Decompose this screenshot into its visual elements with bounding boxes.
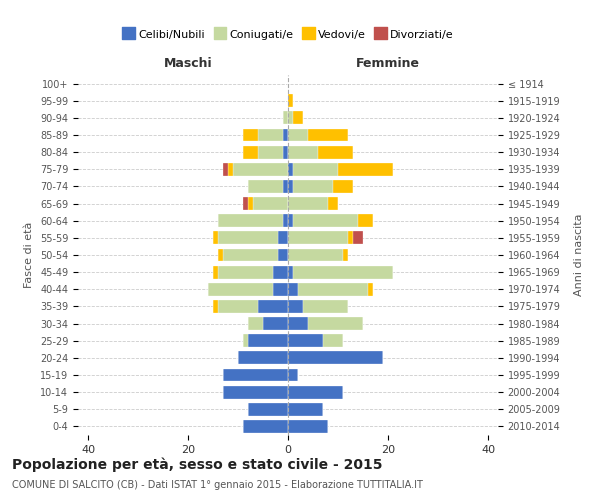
Bar (243, 128, 258, 141)
Bar (218, 232, 278, 244)
Bar (353, 232, 363, 244)
Bar (288, 386, 343, 398)
Bar (288, 197, 328, 210)
Bar (248, 317, 263, 330)
Bar (283, 128, 288, 141)
Bar (283, 146, 288, 158)
Bar (263, 317, 288, 330)
Bar (228, 163, 233, 175)
Bar (288, 266, 293, 278)
Bar (253, 197, 288, 210)
Bar (298, 283, 368, 296)
Bar (303, 300, 348, 313)
Y-axis label: Fasce di età: Fasce di età (25, 222, 34, 288)
Bar (288, 214, 293, 227)
Bar (288, 180, 293, 193)
Bar (288, 94, 293, 107)
Bar (248, 180, 283, 193)
Bar (288, 112, 293, 124)
Bar (278, 248, 288, 262)
Bar (293, 266, 393, 278)
Bar (288, 283, 298, 296)
Bar (258, 128, 283, 141)
Bar (308, 317, 363, 330)
Bar (283, 112, 288, 124)
Bar (293, 112, 303, 124)
Bar (223, 248, 278, 262)
Bar (278, 232, 288, 244)
Bar (293, 163, 338, 175)
Bar (318, 146, 353, 158)
Text: Femmine: Femmine (356, 57, 420, 70)
Bar (288, 317, 308, 330)
Bar (223, 386, 288, 398)
Bar (243, 146, 258, 158)
Bar (273, 283, 288, 296)
Bar (213, 232, 218, 244)
Bar (243, 197, 248, 210)
Bar (223, 368, 288, 382)
Bar (288, 368, 298, 382)
Bar (288, 352, 383, 364)
Bar (323, 334, 343, 347)
Bar (283, 180, 288, 193)
Bar (308, 128, 348, 141)
Bar (288, 300, 303, 313)
Text: Maschi: Maschi (164, 57, 212, 70)
Bar (338, 163, 393, 175)
Bar (218, 214, 283, 227)
Bar (293, 180, 333, 193)
Bar (333, 180, 353, 193)
Bar (348, 232, 353, 244)
Legend: Celibi/Nubili, Coniugati/e, Vedovi/e, Divorziati/e: Celibi/Nubili, Coniugati/e, Vedovi/e, Di… (118, 25, 458, 44)
Bar (238, 352, 288, 364)
Bar (288, 232, 348, 244)
Bar (258, 146, 283, 158)
Bar (288, 248, 343, 262)
Bar (243, 420, 288, 433)
Bar (248, 403, 288, 415)
Bar (243, 334, 248, 347)
Bar (223, 163, 228, 175)
Bar (218, 266, 273, 278)
Bar (368, 283, 373, 296)
Bar (288, 163, 293, 175)
Bar (283, 214, 288, 227)
Bar (213, 300, 218, 313)
Bar (213, 266, 218, 278)
Bar (208, 283, 273, 296)
Bar (288, 420, 328, 433)
Text: Popolazione per età, sesso e stato civile - 2015: Popolazione per età, sesso e stato civil… (12, 458, 383, 472)
Bar (343, 248, 348, 262)
Bar (288, 403, 323, 415)
Bar (248, 197, 253, 210)
Bar (248, 334, 288, 347)
Bar (233, 163, 288, 175)
Bar (273, 266, 288, 278)
Bar (293, 214, 358, 227)
Bar (288, 146, 318, 158)
Bar (218, 248, 223, 262)
Text: COMUNE DI SALCITO (CB) - Dati ISTAT 1° gennaio 2015 - Elaborazione TUTTITALIA.IT: COMUNE DI SALCITO (CB) - Dati ISTAT 1° g… (12, 480, 423, 490)
Bar (258, 300, 288, 313)
Bar (218, 300, 258, 313)
Bar (328, 197, 338, 210)
Bar (358, 214, 373, 227)
Bar (288, 128, 308, 141)
Bar (288, 334, 323, 347)
Y-axis label: Anni di nascita: Anni di nascita (574, 214, 584, 296)
